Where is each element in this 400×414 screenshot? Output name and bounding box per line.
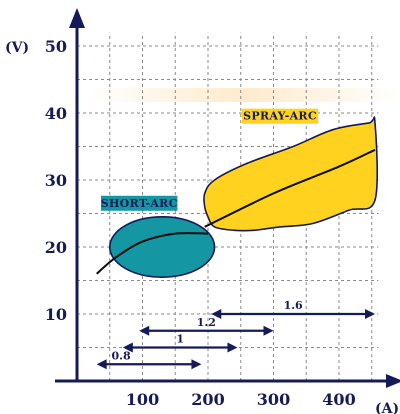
range-arrowhead-right bbox=[191, 359, 202, 370]
y-tick-label: 50 bbox=[45, 37, 67, 56]
y-tick-label: 30 bbox=[45, 171, 67, 190]
y-unit-label: (V) bbox=[5, 40, 29, 56]
range-arrow-1.2: 1.2 bbox=[139, 316, 274, 336]
tick-labels: SHORT-ARC SPRAY-ARC 100 200 300 400 10 20 30 40 50… bbox=[5, 37, 399, 414]
y-tick-label: 20 bbox=[45, 238, 67, 257]
label-short-arc-text: SHORT-ARC bbox=[101, 197, 178, 210]
regions bbox=[108, 116, 378, 278]
label-spray-arc-text: SPRAY-ARC bbox=[243, 110, 317, 123]
x-tick-label: 200 bbox=[191, 390, 224, 409]
range-arrowhead-right bbox=[227, 342, 238, 353]
label-spray-arc-box bbox=[241, 108, 319, 124]
y-axis-arrowhead bbox=[69, 8, 85, 28]
range-label: 1 bbox=[176, 333, 184, 346]
range-arrowhead-left bbox=[96, 359, 107, 370]
x-tick-label: 100 bbox=[126, 390, 159, 409]
x-axis-arrowhead bbox=[386, 374, 400, 388]
label-spray-arc: SPRAY-ARC bbox=[241, 108, 319, 124]
range-arrow-1: 1 bbox=[122, 333, 238, 353]
short-arc-curve bbox=[96, 232, 209, 275]
y-tick-label: 40 bbox=[45, 104, 67, 123]
spray-arc-region bbox=[203, 116, 378, 232]
range-arrow-0.8: 0.8 bbox=[96, 349, 202, 370]
x-tick-label: 400 bbox=[322, 390, 355, 409]
range-arrow-1.6: 1.6 bbox=[211, 299, 376, 319]
x-unit-label: (A) bbox=[375, 401, 399, 414]
short-arc-region bbox=[108, 216, 216, 278]
y-tick-label: 10 bbox=[45, 305, 67, 324]
range-label: 1.6 bbox=[284, 299, 303, 312]
label-short-arc-box bbox=[101, 195, 178, 211]
region-curves bbox=[96, 148, 376, 275]
background-glow bbox=[90, 88, 400, 102]
range-arrowhead-left bbox=[122, 342, 133, 353]
axes bbox=[55, 8, 400, 388]
x-tick-label: 300 bbox=[257, 390, 290, 409]
range-label: 0.8 bbox=[111, 349, 130, 362]
range-label: 1.2 bbox=[197, 316, 216, 329]
label-short-arc: SHORT-ARC bbox=[101, 195, 178, 211]
current-ranges: 0.8 1 1.2 1.6 bbox=[96, 299, 376, 370]
range-arrowhead-left bbox=[139, 325, 150, 336]
range-arrowhead-right bbox=[365, 309, 376, 319]
range-arrowhead-right bbox=[263, 325, 274, 336]
range-arrowhead-left bbox=[211, 309, 222, 319]
spray-arc-curve bbox=[204, 148, 376, 228]
